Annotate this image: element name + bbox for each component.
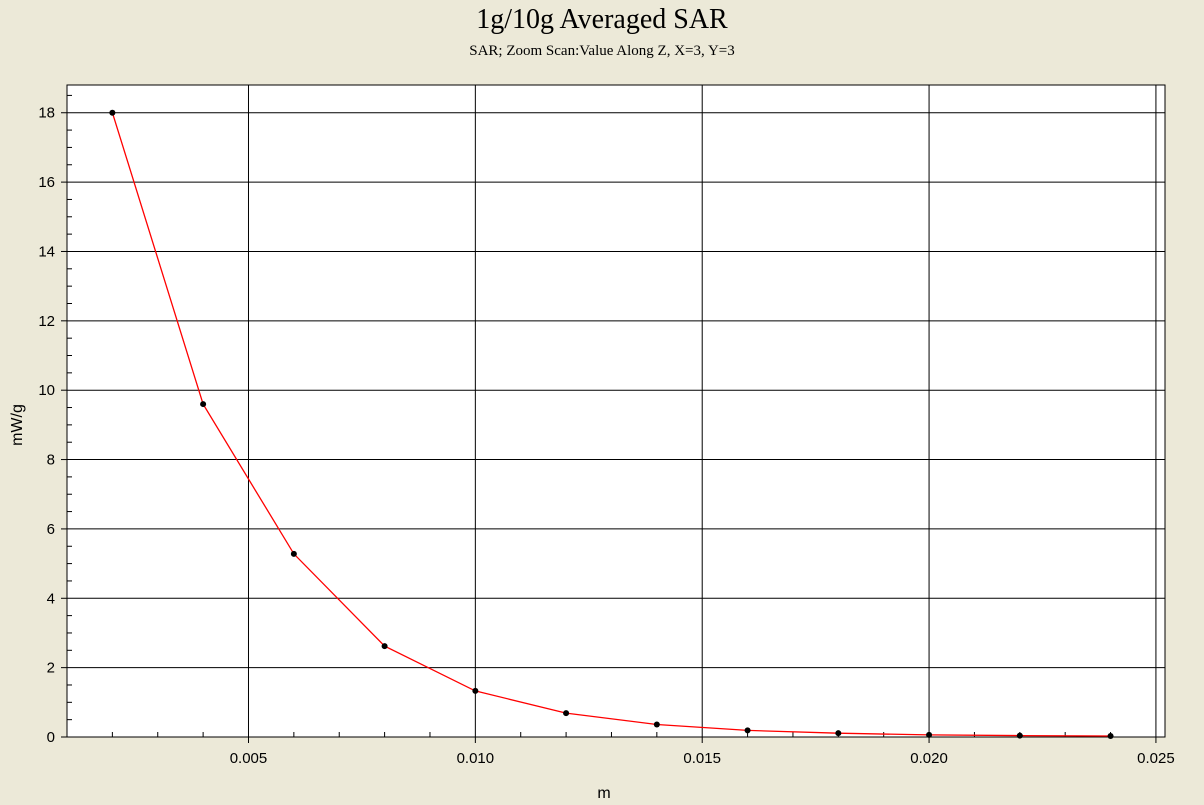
y-tick-label: 12 — [38, 313, 55, 330]
y-tick-label: 16 — [38, 174, 55, 191]
y-tick-label: 14 — [38, 243, 55, 260]
x-axis-ticks: 0.005 0.010 0.015 0.020 0.025 — [230, 737, 1175, 767]
series-group — [109, 109, 1114, 739]
data-point — [200, 401, 207, 408]
y-tick-label: 18 — [38, 105, 55, 122]
chart-title: 1g/10g Averaged SAR — [476, 4, 728, 35]
plot-area — [66, 84, 1166, 738]
data-point — [381, 643, 388, 650]
series-line — [111, 112, 1111, 737]
grid-lines — [67, 85, 1165, 738]
x-tick-label: 0.010 — [457, 750, 495, 767]
data-point — [109, 109, 116, 116]
x-tick-label: 0.005 — [230, 750, 268, 767]
data-point — [1016, 732, 1023, 739]
minor-ticks — [67, 94, 1112, 737]
data-point — [926, 731, 933, 738]
plot-background — [66, 84, 1166, 738]
x-axis-label: m — [597, 785, 610, 802]
data-point — [744, 727, 751, 734]
y-tick-label: 8 — [47, 452, 55, 469]
data-point — [472, 687, 479, 694]
x-tick-label: 0.020 — [910, 750, 948, 767]
data-point — [653, 721, 660, 728]
data-point — [1107, 732, 1114, 739]
y-tick-label: 4 — [47, 590, 55, 607]
x-tick-label: 0.015 — [683, 750, 721, 767]
chart-subtitle: SAR; Zoom Scan:Value Along Z, X=3, Y=3 — [469, 43, 735, 59]
data-point — [290, 550, 297, 557]
data-point — [563, 710, 570, 717]
y-axis-label: mW/g — [9, 404, 26, 446]
x-tick-label: 0.025 — [1137, 750, 1175, 767]
y-tick-label: 2 — [47, 660, 55, 677]
y-tick-label: 10 — [38, 382, 55, 399]
y-axis-ticks: 0 2 4 6 8 10 12 14 16 18 — [38, 105, 67, 746]
y-tick-label: 0 — [47, 729, 55, 746]
y-tick-label: 6 — [47, 521, 55, 538]
data-point — [835, 730, 842, 737]
